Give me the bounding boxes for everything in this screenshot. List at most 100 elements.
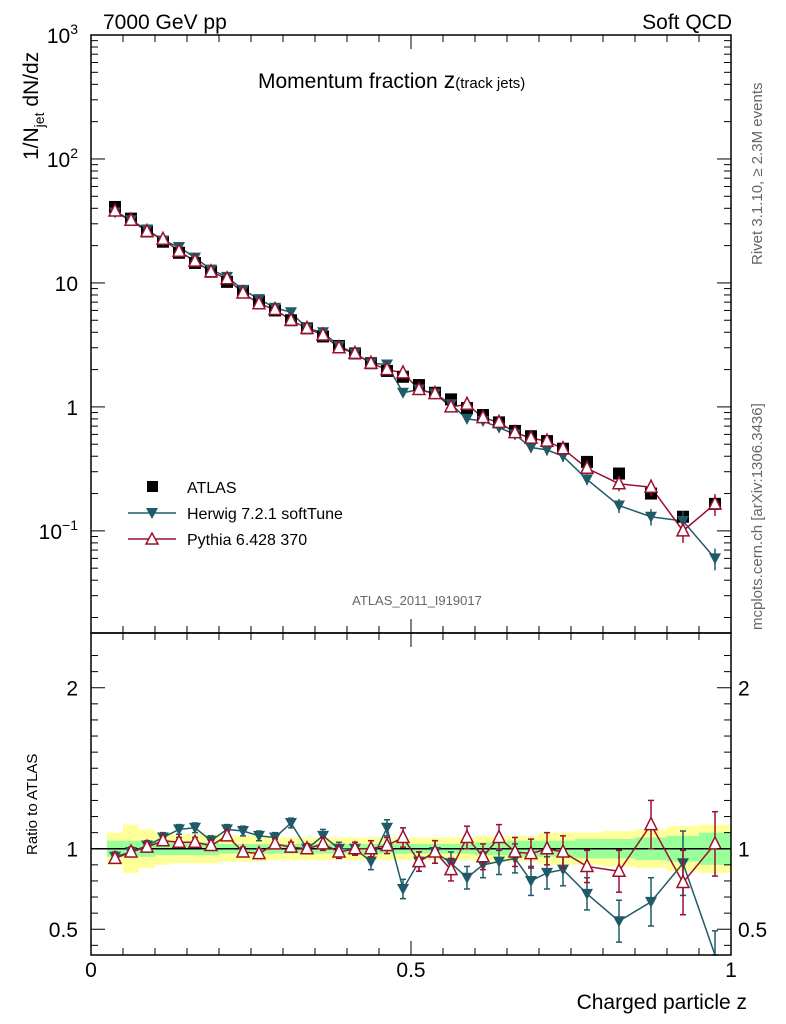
pythia-ratio-point: [459, 828, 475, 844]
pythia-ratio-point: [579, 857, 595, 873]
category-label: Soft QCD: [642, 11, 732, 34]
herwig-ratio-point: [397, 883, 409, 895]
herwig-ratio-point: [541, 867, 553, 879]
pythia-point: [643, 478, 659, 493]
rivet-label: Rivet 3.1.10, ≥ 2.3M events: [749, 83, 766, 266]
y-tick-label: 10−1: [39, 517, 79, 544]
title-variable: z: [444, 67, 456, 93]
pythia-ratio-point: [411, 852, 427, 868]
pythia-ratio-point: [443, 860, 459, 876]
pythia-ratio-point: [491, 828, 507, 844]
title-subscript: (track jets): [455, 75, 525, 92]
pythia-point: [675, 522, 691, 537]
pythia-point: [123, 211, 139, 227]
pythia-point: [443, 398, 459, 413]
ratio-plot-frame: [90, 632, 732, 956]
pythia-ratio-point: [675, 873, 691, 889]
pythia-point: [475, 408, 491, 424]
pythia-ratio-point: [555, 843, 571, 858]
pythia-point: [539, 432, 555, 447]
y-tick-label: 102: [47, 145, 78, 172]
herwig-ratio-point: [253, 830, 265, 842]
pythia-ratio-point: [331, 843, 347, 858]
y-tick-label: 103: [47, 21, 78, 48]
pythia-point: [331, 339, 347, 354]
pythia-ratio-point: [427, 843, 443, 858]
legend-atlas-marker: [147, 481, 158, 492]
x-tick-label: 1: [725, 959, 737, 982]
pythia-ratio-point: [643, 815, 659, 831]
pythia-ratio-point: [155, 832, 171, 847]
pythia-ratio-point: [267, 835, 283, 850]
pythia-ratio-point: [219, 827, 235, 842]
x-axis-label: Charged particle z: [577, 991, 747, 1014]
energy-label: 7000 GeV pp: [103, 11, 227, 34]
pythia-ratio-point: [475, 848, 491, 863]
herwig-ratio-line: [114, 821, 716, 956]
pythia-point: [507, 423, 523, 439]
ratio-y-tick-label-right: 2: [738, 678, 750, 701]
pythia-point: [171, 242, 187, 258]
y-axis-label: 1/Njet dN/dz: [20, 52, 47, 160]
pythia-point: [491, 413, 507, 429]
pythia-ratio-line: [114, 823, 716, 884]
pythia-ratio-point: [363, 840, 379, 855]
pythia-ratio-point: [523, 844, 539, 860]
pythia-ratio-point: [507, 843, 523, 858]
pythia-ratio-point: [203, 836, 219, 852]
pythia-point: [219, 270, 235, 285]
pythia-point: [395, 364, 411, 379]
ratio-y-tick-label-right: 0.5: [738, 919, 767, 942]
pythia-point: [523, 429, 539, 444]
ratio-y-tick-label-left: 1: [66, 839, 78, 862]
pythia-ratio-point: [315, 835, 331, 850]
pythia-point: [347, 344, 363, 360]
pythia-ratio-point: [107, 849, 123, 865]
legend-pythia-marker: [144, 531, 160, 545]
pythia-ratio-point: [139, 838, 155, 853]
series-layer: [107, 200, 723, 956]
legend-atlas-label: ATLAS: [187, 480, 237, 497]
pythia-point: [611, 475, 627, 490]
pythia-point: [427, 384, 443, 400]
pythia-point: [155, 230, 171, 246]
y-tick-label: 10: [55, 273, 78, 296]
atlas-point: [613, 467, 625, 480]
plot-title: Momentum fraction z(track jets): [258, 67, 525, 93]
pythia-point: [411, 380, 427, 396]
pythia-ratio-point: [539, 840, 555, 855]
herwig-line: [114, 211, 716, 559]
herwig-ratio-point: [285, 817, 297, 829]
legend-pythia-label: Pythia 6.428 370: [187, 532, 307, 549]
pythia-ratio-point: [379, 836, 395, 852]
pythia-point: [315, 326, 331, 341]
legend: ATLAS Herwig 7.2.1 softTune Pythia 6.428…: [128, 480, 343, 549]
pythia-ratio-point: [299, 840, 315, 855]
pythia-point: [251, 295, 267, 310]
herwig-ratio-point: [173, 824, 185, 836]
pythia-ratio-point: [707, 835, 723, 850]
herwig-ratio-point: [645, 896, 657, 908]
pythia-ratio-point: [395, 828, 411, 844]
herwig-point: [541, 444, 553, 456]
pythia-point: [579, 459, 595, 474]
ratio-y-tick-label-right: 1: [738, 839, 750, 862]
pythia-point: [555, 440, 571, 455]
y-label-suffix: dN/dz: [20, 52, 43, 113]
pythia-point: [363, 354, 379, 369]
pythia-point: [235, 284, 251, 299]
herwig-point: [461, 413, 473, 425]
title-text: Momentum fraction: [258, 70, 438, 93]
ratio-y-axis-label: Ratio to ATLAS: [24, 754, 41, 855]
pythia-point: [187, 252, 203, 267]
pythia-point: [299, 319, 315, 335]
pythia-point: [459, 395, 475, 411]
y-label-prefix: 1/N: [20, 127, 43, 160]
legend-herwig-label: Herwig 7.2.1 softTune: [187, 506, 343, 523]
pythia-ratio-point: [187, 833, 203, 849]
herwig-point: [581, 474, 593, 486]
analysis-watermark: ATLAS_2011_I919017: [352, 593, 482, 608]
herwig-ratio-point: [525, 875, 537, 887]
pythia-point: [107, 202, 123, 217]
